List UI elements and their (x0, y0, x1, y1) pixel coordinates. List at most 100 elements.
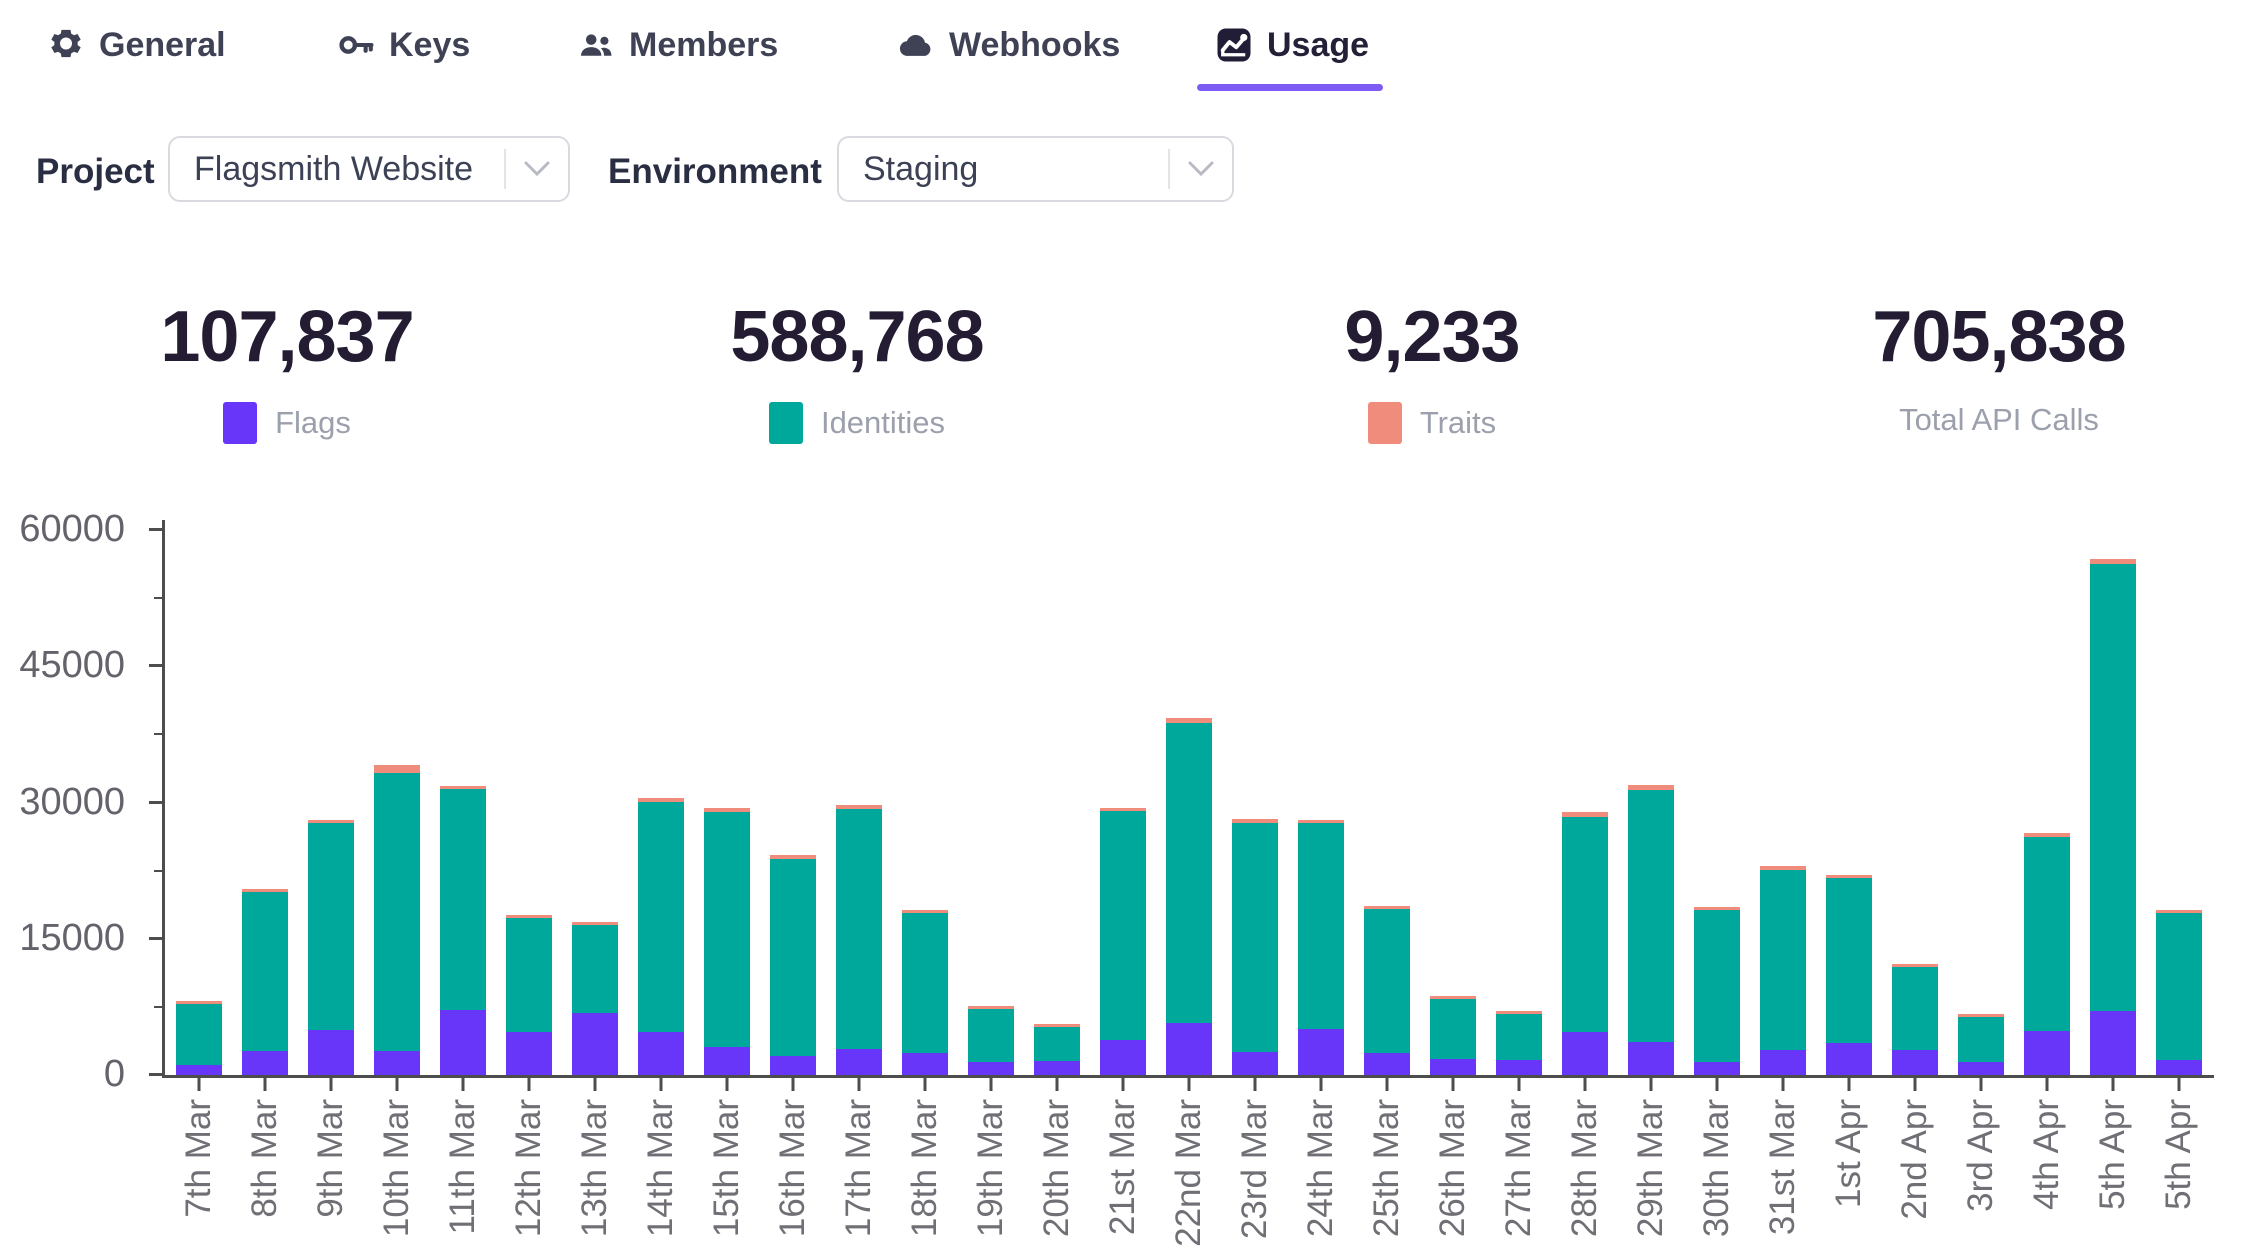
environment-select[interactable]: Staging (837, 136, 1234, 202)
bar-segment-identities (1496, 1013, 1542, 1061)
x-axis-tick (1253, 1078, 1257, 1091)
bar-segment-traits (2024, 833, 2070, 838)
bar-segment-flags (2024, 1031, 2070, 1075)
bar-segment-flags (176, 1065, 222, 1075)
bar-segment-identities (770, 858, 816, 1056)
legend-swatch-flags (223, 401, 258, 444)
x-axis-label: 27th Mar (1499, 1099, 1538, 1238)
x-axis-tick (1451, 1078, 1455, 1091)
chart-icon (1216, 27, 1252, 63)
stacked-bar-30th-mar (1694, 906, 1740, 1075)
bar-segment-identities (836, 809, 882, 1049)
bar-segment-flags (770, 1055, 816, 1075)
x-axis-label: 11th Mar (443, 1099, 482, 1235)
x-axis-tick (1187, 1078, 1191, 1091)
bar-segment-traits (1826, 875, 1872, 879)
x-axis-label: 5th Apr (2159, 1099, 2198, 1210)
project-select-value: Flagsmith Website (194, 149, 474, 188)
x-axis-tick (857, 1078, 861, 1091)
bar-slot: 8th Mar (232, 520, 298, 1218)
bar-segment-identities (572, 925, 618, 1014)
bar-slot: 1st Apr (1816, 520, 1882, 1208)
bar-segment-flags (1892, 1050, 1938, 1075)
x-axis-tick (2177, 1078, 2181, 1091)
x-axis-tick (1847, 1078, 1851, 1091)
stacked-bar-21st-mar (1100, 807, 1146, 1075)
bar-segment-traits (374, 765, 420, 774)
stacked-bar-29th-mar (1628, 785, 1674, 1075)
tab-general[interactable]: General (48, 22, 226, 68)
bar-segment-traits (440, 785, 486, 789)
select-divider (504, 149, 506, 189)
bar-slot: 30th Mar (1684, 520, 1750, 1237)
bar-slot: 2nd Apr (1882, 520, 1948, 1220)
x-axis-tick (1583, 1078, 1587, 1091)
stat-label: Traits (1419, 404, 1497, 440)
project-select[interactable]: Flagsmith Website (168, 136, 570, 202)
bar-segment-identities (1166, 723, 1212, 1023)
api-usage-bar-chart: 0 15000 30000 45000 60000 7th Mar 8th Mar 9th … (19, 508, 2214, 1247)
stat-value: 107,837 (160, 297, 414, 377)
stacked-bar-5th-apr (2156, 909, 2202, 1075)
bar-segment-flags (1694, 1061, 1740, 1075)
bar-segment-identities (1100, 810, 1146, 1040)
stat-label: Total API Calls (1899, 401, 2099, 437)
bar-segment-flags (968, 1061, 1014, 1075)
tab-members[interactable]: Members (578, 22, 778, 68)
bar-segment-flags (1100, 1039, 1146, 1075)
stacked-bar-8th-mar (242, 888, 288, 1075)
bar-segment-identities (1298, 823, 1344, 1029)
key-icon (338, 27, 374, 63)
x-axis-tick (989, 1078, 993, 1091)
bar-segment-flags (836, 1048, 882, 1075)
bar-segment-traits (1232, 818, 1278, 823)
x-axis-label: 1st Apr (1829, 1099, 1868, 1208)
bar-segment-identities (1892, 966, 1938, 1051)
bar-segment-flags (1958, 1062, 2004, 1075)
bar-segment-traits (308, 819, 354, 823)
y-axis-label: 0 (103, 1053, 125, 1095)
chevron-down-icon (506, 161, 568, 177)
bar-segment-identities (440, 788, 486, 1010)
stat-total-api-calls: 705,838 Total API Calls (1719, 299, 2248, 438)
stacked-bar-23rd-mar (1232, 818, 1278, 1075)
bar-segment-identities (1958, 1016, 2004, 1063)
stacked-bar-2nd-apr (1892, 963, 1938, 1075)
tab-usage[interactable]: Usage (1216, 22, 1369, 68)
tab-webhooks[interactable]: Webhooks (898, 22, 1120, 68)
bar-segment-identities (242, 891, 288, 1052)
bar-segment-traits (506, 914, 552, 918)
bar-segment-flags (1826, 1042, 1872, 1075)
stacked-bar-16th-mar (770, 855, 816, 1075)
y-axis-minor-tick (154, 1005, 162, 1008)
x-axis-label: 25th Mar (1367, 1099, 1406, 1238)
x-axis-tick (1715, 1078, 1719, 1091)
y-axis-minor-tick (154, 869, 162, 872)
active-tab-underline (1197, 84, 1383, 91)
y-axis-tick (149, 528, 162, 531)
bar-slot: 13th Mar (562, 520, 628, 1237)
tab-keys[interactable]: Keys (338, 22, 470, 68)
x-axis-tick (923, 1078, 927, 1091)
x-axis-tick (2111, 1078, 2115, 1091)
bar-slot: 14th Mar (628, 520, 694, 1237)
bar-segment-flags (1034, 1060, 1080, 1075)
bar-slot: 12th Mar (496, 520, 562, 1237)
bar-segment-identities (968, 1009, 1014, 1062)
bar-segment-traits (1958, 1013, 2004, 1017)
stat-identities: 588,768 Identities (577, 299, 1137, 444)
bar-segment-flags (902, 1053, 948, 1075)
bar-segment-traits (770, 855, 816, 859)
stacked-bar-25th-mar (1364, 905, 1410, 1075)
bar-slot: 18th Mar (892, 520, 958, 1237)
bar-segment-traits (1430, 995, 1476, 999)
tab-label: Keys (389, 25, 471, 64)
x-axis-label: 28th Mar (1565, 1099, 1604, 1238)
legend-swatch-traits (1367, 401, 1402, 444)
x-axis-tick (197, 1078, 201, 1091)
y-axis-tick (149, 1073, 162, 1076)
bar-segment-identities (902, 913, 948, 1054)
bar-slot: 10th Mar (364, 520, 430, 1237)
y-axis-minor-tick (154, 733, 162, 736)
bar-segment-flags (506, 1032, 552, 1075)
